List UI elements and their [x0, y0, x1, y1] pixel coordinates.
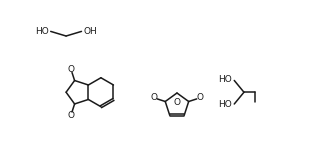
Text: HO: HO [35, 27, 49, 36]
Text: OH: OH [84, 27, 98, 36]
Text: O: O [197, 93, 203, 102]
Text: O: O [173, 98, 181, 107]
Text: HO: HO [218, 100, 232, 109]
Text: O: O [151, 93, 157, 102]
Text: O: O [67, 111, 74, 120]
Text: O: O [67, 65, 74, 74]
Text: HO: HO [218, 75, 232, 84]
